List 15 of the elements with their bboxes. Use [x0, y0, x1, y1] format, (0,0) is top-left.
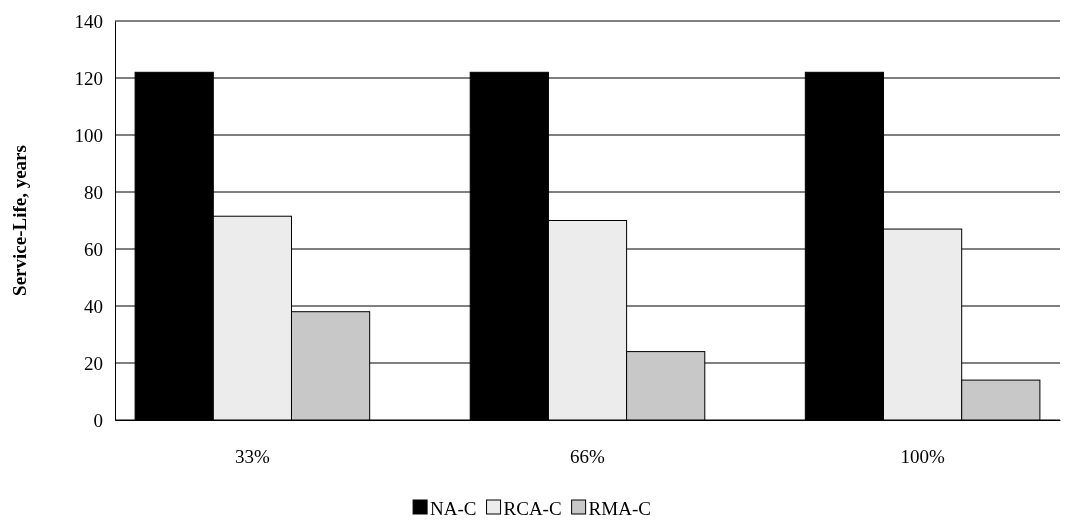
- y-axis-title: Service-Life, years: [9, 145, 30, 296]
- legend-label: NA-C: [430, 498, 477, 519]
- y-tick-label: 140: [74, 10, 103, 32]
- legend-label: RCA-C: [503, 498, 562, 519]
- legend-label: RMA-C: [588, 498, 651, 519]
- y-tick-label: 100: [74, 124, 103, 146]
- y-tick-label: 0: [93, 409, 103, 431]
- x-tick-label: 66%: [570, 446, 606, 468]
- x-tick-label: 100%: [900, 446, 945, 468]
- x-tick-label: 33%: [234, 446, 270, 468]
- y-tick-label: 60: [84, 238, 103, 260]
- y-tick-label: 120: [74, 67, 103, 89]
- y-tick-label: 80: [84, 181, 103, 203]
- y-tick-label: 20: [84, 352, 103, 374]
- y-tick-label: 40: [84, 295, 103, 317]
